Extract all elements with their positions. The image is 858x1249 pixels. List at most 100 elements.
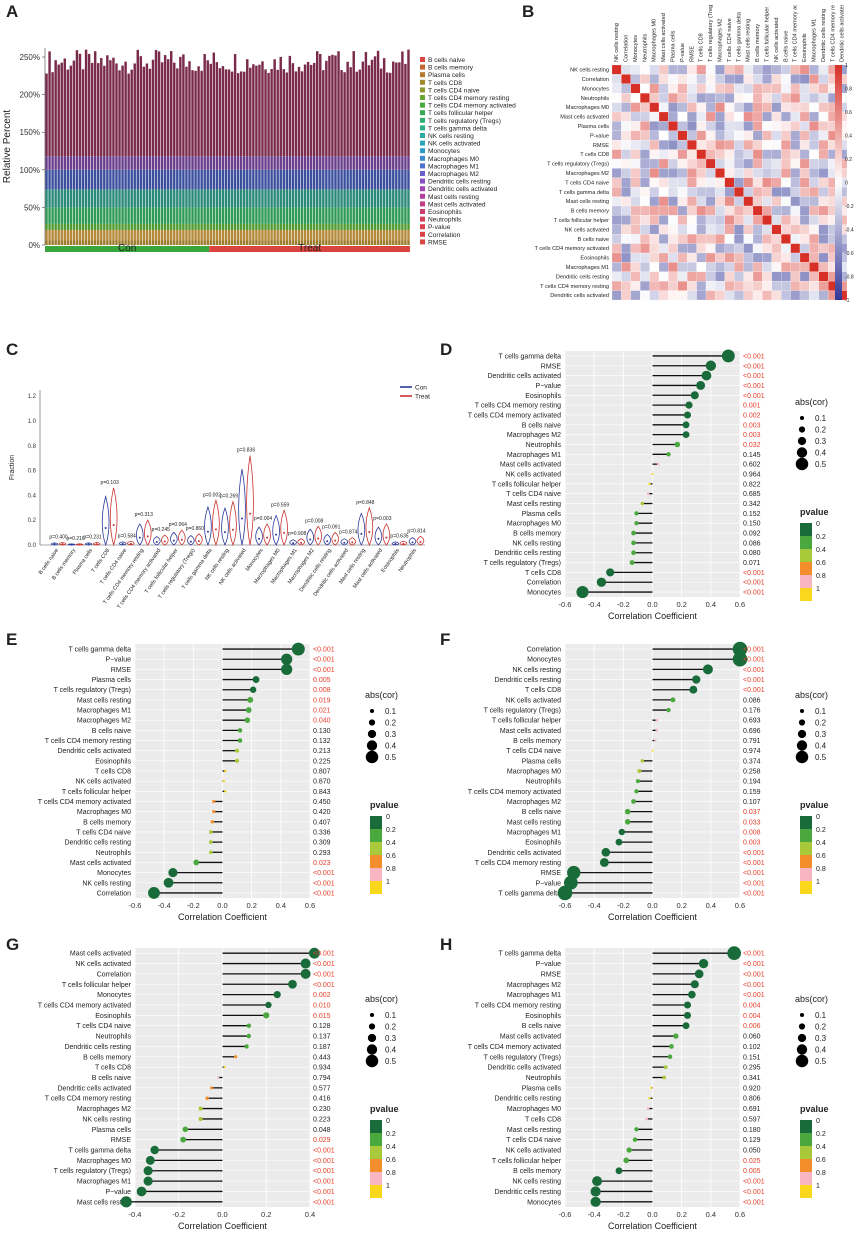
a-bar-segment xyxy=(203,189,206,208)
a-bar-segment xyxy=(404,169,407,190)
b-cell xyxy=(621,149,631,160)
a-bar-segment xyxy=(294,207,298,224)
a-bar-segment xyxy=(78,229,82,241)
a-bar-segment xyxy=(358,207,362,224)
lollipop-dot xyxy=(252,676,260,683)
a-bar-segment xyxy=(97,189,100,208)
lollipop-dot xyxy=(662,1075,667,1080)
a-legend-swatch xyxy=(420,186,425,192)
b-cell xyxy=(668,290,678,301)
b-cell xyxy=(743,243,754,254)
b-cell xyxy=(705,140,716,150)
a-bar-segment xyxy=(401,169,404,190)
b-cell xyxy=(630,234,641,244)
b-cell xyxy=(611,168,622,178)
a-bar-segment xyxy=(127,189,130,208)
size-legend-label: 0.4 xyxy=(815,1046,827,1055)
b-cell xyxy=(809,281,819,291)
a-bar-segment xyxy=(103,223,106,230)
a-bar-segment xyxy=(294,169,298,190)
b-cell xyxy=(658,158,669,169)
a-bar-segment xyxy=(233,240,237,245)
a-bar-segment xyxy=(145,207,149,224)
row-label: Mast cells resting xyxy=(507,1127,561,1134)
b-cell xyxy=(818,196,829,207)
a-bar-segment xyxy=(185,66,188,157)
row-label: NK cells activated xyxy=(75,961,131,968)
a-bar-segment xyxy=(60,223,63,230)
a-bar-segment xyxy=(398,62,401,157)
a-bar-segment xyxy=(218,240,222,245)
row-label: B cells naive xyxy=(92,728,131,735)
pvalue-legend-label: 0.8 xyxy=(816,1170,826,1177)
a-bar-segment xyxy=(81,223,85,230)
a-bar-segment xyxy=(316,223,319,230)
lollipop-dot xyxy=(640,501,645,506)
b-cell xyxy=(762,149,772,160)
b-cell xyxy=(696,243,707,254)
a-ytick-label: 0% xyxy=(28,241,40,250)
p-value-label: 0.019 xyxy=(313,697,331,704)
b-cell xyxy=(611,271,622,282)
a-bar-segment xyxy=(282,189,285,208)
a-bar-segment xyxy=(212,169,216,190)
b-cell xyxy=(668,205,678,216)
c-violin xyxy=(331,532,340,546)
b-cell xyxy=(790,271,801,282)
a-legend-label: Dendritic cells resting xyxy=(428,179,491,186)
a-bar-segment xyxy=(194,223,197,230)
a-bar-segment xyxy=(115,240,118,245)
b-cell xyxy=(621,111,631,122)
a-bar-segment xyxy=(230,240,234,245)
b-cell xyxy=(762,102,772,113)
a-bar-segment xyxy=(194,207,197,224)
a-bar-segment xyxy=(206,223,209,230)
a-bar-segment xyxy=(118,70,121,157)
a-bar-segment xyxy=(66,156,70,170)
b-cell xyxy=(734,74,744,84)
c-violin xyxy=(221,506,229,546)
row-label: Dendritic cells activated xyxy=(487,373,561,380)
a-bar-segment xyxy=(69,207,73,224)
b-col-label: Neutrophils xyxy=(642,34,648,62)
a-bar-segment xyxy=(303,64,307,157)
b-cell xyxy=(687,168,697,178)
a-bar-segment xyxy=(261,61,264,157)
a-bar-segment xyxy=(270,207,273,224)
a-bar-segment xyxy=(294,71,298,157)
p-value-label: 0.048 xyxy=(313,1127,331,1134)
a-bar-segment xyxy=(300,240,304,245)
b-cell xyxy=(799,149,810,160)
a-bar-segment xyxy=(367,65,371,157)
lollipop-dot xyxy=(212,799,216,804)
b-cell xyxy=(771,262,782,272)
a-bar-segment xyxy=(303,156,307,170)
b-cell xyxy=(687,102,697,113)
b-cell xyxy=(677,158,688,169)
x-tick-label: 0.2 xyxy=(676,901,686,910)
lollipop-dot xyxy=(701,370,712,381)
lollipop-dot xyxy=(291,642,305,656)
b-cell xyxy=(799,130,810,141)
a-bar-segment xyxy=(355,223,358,230)
a-bar-segment xyxy=(48,207,51,224)
row-label: Macrophages M0 xyxy=(77,1158,131,1165)
a-bar-segment xyxy=(157,189,161,208)
a-bar-segment xyxy=(227,169,231,190)
a-bar-segment xyxy=(51,169,54,190)
a-bar-segment xyxy=(276,169,279,190)
a-bar-segment xyxy=(282,169,285,190)
row-label: NK cells activated xyxy=(75,779,131,786)
b-cell xyxy=(705,262,716,272)
row-label: Monocytes xyxy=(97,870,131,877)
a-bar-segment xyxy=(48,229,51,241)
a-bar-segment xyxy=(255,65,258,157)
b-cell xyxy=(809,64,819,75)
size-legend-dot xyxy=(797,436,807,446)
a-bar-segment xyxy=(300,189,304,208)
a-bar-segment xyxy=(100,229,103,241)
p-value-label: <0.001 xyxy=(313,971,335,978)
a-bar-segment xyxy=(392,189,395,208)
a-bar-segment xyxy=(316,169,319,190)
lollipop-dot xyxy=(193,859,200,866)
